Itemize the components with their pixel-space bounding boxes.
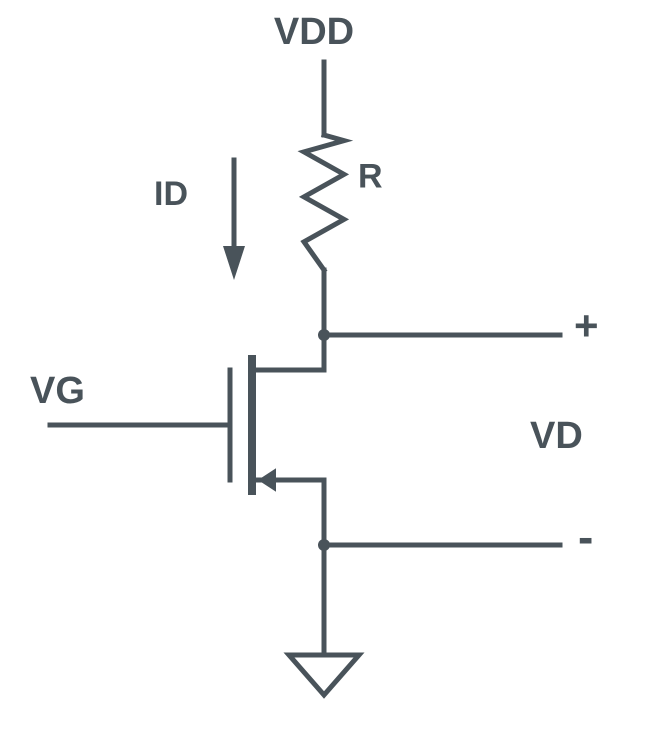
label-vdd: VDD: [274, 11, 354, 53]
label-vg: VG: [30, 370, 85, 412]
resistor-symbol: [304, 135, 344, 270]
label-r: R: [358, 158, 383, 196]
label-vd: VD: [530, 415, 583, 457]
label-plus: +: [574, 302, 599, 349]
ground-symbol: [289, 655, 359, 695]
label-minus: -: [578, 511, 593, 563]
mosfet-source-arrow: [258, 468, 276, 491]
mosfet-circuit-diagram: VDD R ID VG + - VD: [0, 0, 652, 747]
label-id: ID: [154, 175, 188, 213]
current-arrow-head: [223, 246, 245, 280]
